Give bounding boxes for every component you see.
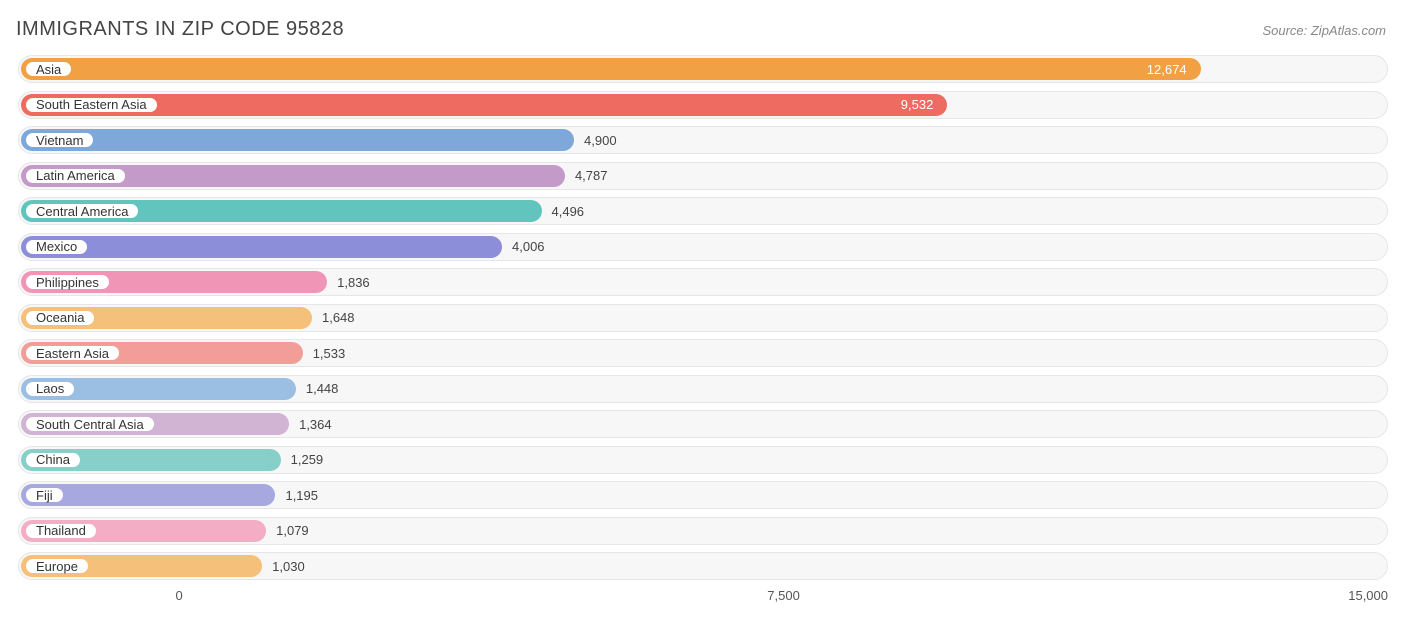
chart-source: Source: ZipAtlas.com xyxy=(1262,23,1386,38)
bar-label: South Central Asia xyxy=(24,415,156,433)
bar-row: Philippines 1,836 xyxy=(18,268,1388,296)
bar-label: South Eastern Asia xyxy=(24,96,159,114)
bar-fill xyxy=(21,94,947,116)
bar-row: Asia 12,674 xyxy=(18,55,1388,83)
bar-label: Fiji xyxy=(24,486,65,504)
chart-header: IMMIGRANTS IN ZIP CODE 95828 Source: Zip… xyxy=(0,0,1406,47)
bar-value: 1,195 xyxy=(285,481,318,509)
bar-label: Latin America xyxy=(24,167,127,185)
bar-row: Oceania 1,648 xyxy=(18,304,1388,332)
bar-row: Laos 1,448 xyxy=(18,375,1388,403)
bar-value: 4,496 xyxy=(552,197,585,225)
bar-label: Thailand xyxy=(24,522,98,540)
bar-row: South Eastern Asia 9,532 xyxy=(18,91,1388,119)
bar-label: Europe xyxy=(24,557,90,575)
chart-area: Asia 12,674 South Eastern Asia 9,532 Vietnam… xyxy=(0,47,1406,580)
bar-fill xyxy=(21,58,1201,80)
axis-tick: 0 xyxy=(176,588,183,603)
bar-row: South Central Asia 1,364 xyxy=(18,410,1388,438)
bar-label: Vietnam xyxy=(24,131,95,149)
bar-label: Mexico xyxy=(24,238,89,256)
chart-title: IMMIGRANTS IN ZIP CODE 95828 xyxy=(16,18,344,41)
bar-row: Thailand 1,079 xyxy=(18,517,1388,545)
bar-value: 1,533 xyxy=(313,339,346,367)
bar-row: Vietnam 4,900 xyxy=(18,126,1388,154)
bar-row: Eastern Asia 1,533 xyxy=(18,339,1388,367)
bar-row: Fiji 1,195 xyxy=(18,481,1388,509)
bar-value: 1,259 xyxy=(291,446,324,474)
bar-value: 4,787 xyxy=(575,162,608,190)
bar-label: Philippines xyxy=(24,273,111,291)
axis-tick: 15,000 xyxy=(1348,588,1388,603)
bar-value: 1,448 xyxy=(306,375,339,403)
bar-value: 1,030 xyxy=(272,552,305,580)
bar-row: Central America 4,496 xyxy=(18,197,1388,225)
bar-value: 9,532 xyxy=(901,91,934,119)
axis-tick: 7,500 xyxy=(767,588,800,603)
bar-label: Central America xyxy=(24,202,140,220)
bar-label: Asia xyxy=(24,60,73,78)
bar-row: Europe 1,030 xyxy=(18,552,1388,580)
bar-value: 4,900 xyxy=(584,126,617,154)
bar-value: 12,674 xyxy=(1147,55,1187,83)
bar-label: Oceania xyxy=(24,309,96,327)
bar-value: 1,364 xyxy=(299,410,332,438)
bar-value: 4,006 xyxy=(512,233,545,261)
x-axis: 0 7,500 15,000 xyxy=(18,588,1388,616)
bar-value: 1,836 xyxy=(337,268,370,296)
bar-row: Mexico 4,006 xyxy=(18,233,1388,261)
bar-row: China 1,259 xyxy=(18,446,1388,474)
bar-label: Laos xyxy=(24,380,76,398)
bar-value: 1,079 xyxy=(276,517,309,545)
bar-row: Latin America 4,787 xyxy=(18,162,1388,190)
bar-fill xyxy=(21,129,574,151)
bar-label: Eastern Asia xyxy=(24,344,121,362)
bar-value: 1,648 xyxy=(322,304,355,332)
bar-fill xyxy=(21,236,502,258)
bar-label: China xyxy=(24,451,82,469)
